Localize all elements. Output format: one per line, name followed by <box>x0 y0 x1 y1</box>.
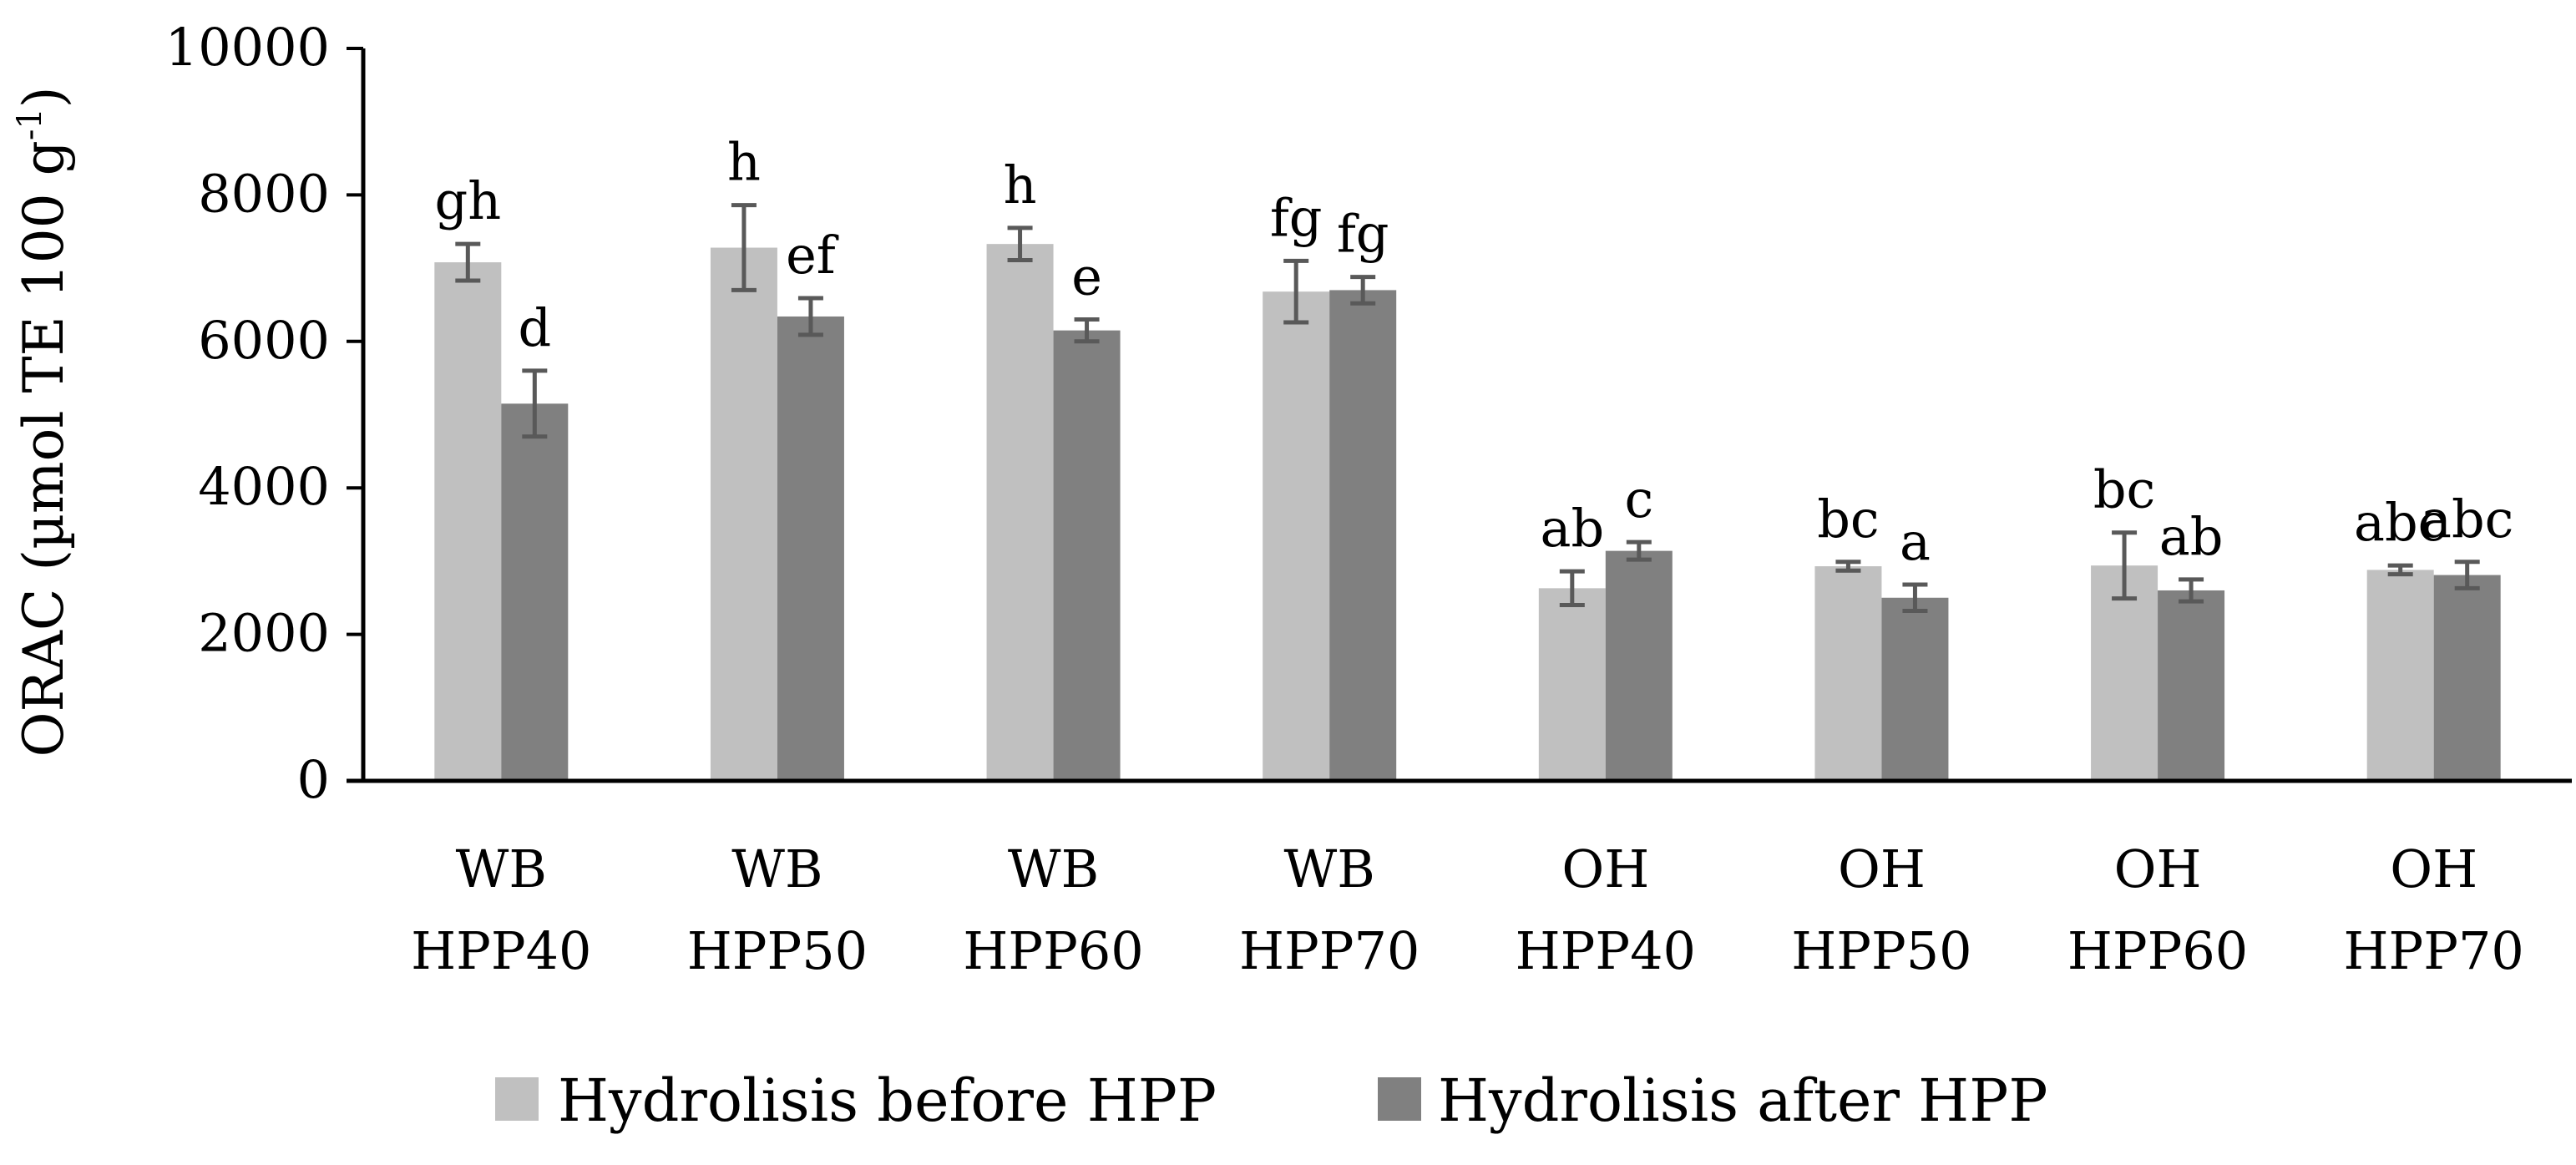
significance-letter: e <box>1071 246 1102 306</box>
y-axis-label-superscript: -1 <box>11 108 49 140</box>
y-tick-label: 6000 <box>198 310 330 371</box>
x-category-label: WB <box>731 838 822 899</box>
bar-after-hpp <box>1329 290 1397 781</box>
significance-letter: ef <box>786 225 839 286</box>
significance-letter: ab <box>2159 506 2224 567</box>
x-category-label: HPP60 <box>963 920 1143 981</box>
y-axis-label-main: ORAC (µmol TE 100 g <box>12 140 76 757</box>
y-tick-label: 4000 <box>198 456 330 517</box>
x-category-label: HPP70 <box>2343 920 2523 981</box>
significance-letter: fg <box>1270 187 1323 248</box>
x-category-label: HPP60 <box>2067 920 2248 981</box>
x-category-label: HPP40 <box>1516 920 1696 981</box>
bar-after-hpp <box>2158 590 2225 781</box>
significance-letter: h <box>727 132 761 193</box>
bar-before-hpp <box>1538 588 1606 781</box>
bar-before-hpp <box>710 247 777 781</box>
significance-letter: bc <box>1817 489 1879 550</box>
legend-swatch <box>495 1077 539 1121</box>
significance-letter: gh <box>435 170 502 231</box>
y-axis-label: ORAC (µmol TE 100 g-1) <box>11 86 76 757</box>
bar-before-hpp <box>2366 570 2434 781</box>
significance-letter: fg <box>1337 204 1389 265</box>
significance-letter: c <box>1624 469 1653 529</box>
bar-before-hpp <box>434 262 502 782</box>
y-axis-title: ORAC (µmol TE 100 g-1) <box>11 86 76 757</box>
bar-before-hpp <box>986 244 1054 781</box>
bar-after-hpp <box>1605 550 1673 781</box>
bar-after-hpp <box>1881 597 1949 781</box>
x-category-label: OH <box>2390 838 2477 899</box>
legend-label: Hydrolisis after HPP <box>1438 1066 2047 1135</box>
bar-before-hpp <box>2091 565 2158 781</box>
legend-label: Hydrolisis before HPP <box>558 1066 1217 1135</box>
x-category-label: HPP50 <box>1791 920 1971 981</box>
significance-letter: bc <box>2093 459 2155 520</box>
x-category-label: OH <box>1561 838 1649 899</box>
y-axis-label-end: ) <box>12 86 76 108</box>
bar-before-hpp <box>1814 566 1882 781</box>
y-tick-label: 10000 <box>165 17 330 78</box>
legend: Hydrolisis before HPP Hydrolisis after HP… <box>495 1066 2047 1135</box>
x-category-label: WB <box>1284 838 1375 899</box>
x-category-label: HPP50 <box>687 920 868 981</box>
y-tick-label: 2000 <box>198 603 330 664</box>
significance-letter: abc <box>2421 489 2513 550</box>
significance-letter: ab <box>1540 498 1604 559</box>
x-category-label: OH <box>1838 838 1926 899</box>
x-category-label: WB <box>1008 838 1099 899</box>
x-category-label: HPP40 <box>411 920 591 981</box>
y-tick-label: 8000 <box>198 163 330 224</box>
bar-before-hpp <box>1263 291 1330 781</box>
bar-after-hpp <box>2433 575 2501 781</box>
significance-letter: d <box>518 297 551 358</box>
bar-after-hpp <box>1053 330 1121 781</box>
significance-letter: h <box>1004 154 1037 215</box>
significance-letter: abc <box>2354 492 2447 553</box>
y-tick-label: 0 <box>297 749 330 810</box>
x-category-label: WB <box>456 838 547 899</box>
x-category-label: OH <box>2114 838 2202 899</box>
bar-after-hpp <box>777 316 844 781</box>
bar-after-hpp <box>501 403 569 781</box>
legend-swatch <box>1378 1077 1421 1121</box>
significance-letter: a <box>1900 511 1931 572</box>
x-category-label: HPP70 <box>1239 920 1420 981</box>
